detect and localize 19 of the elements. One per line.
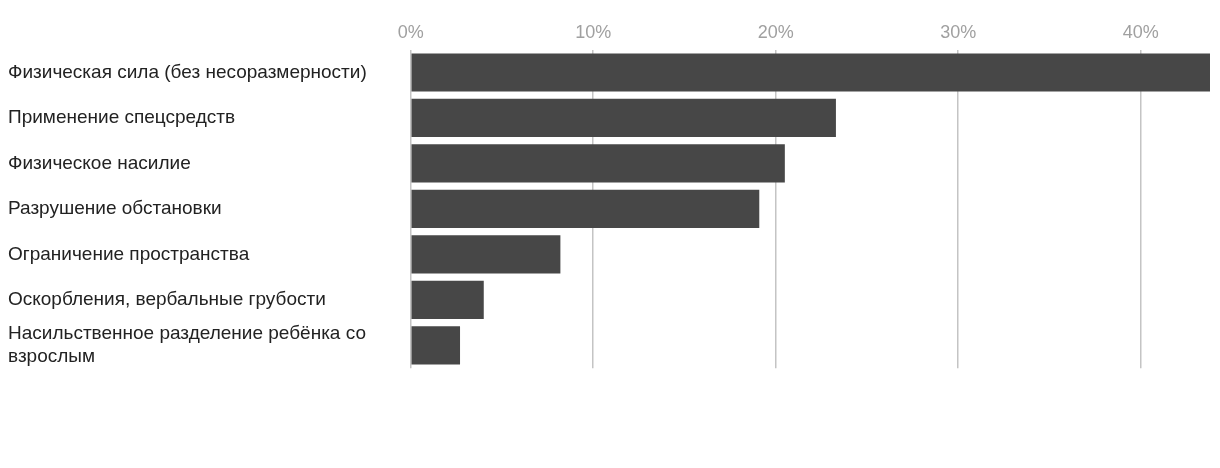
x-tick-label: 40% (1122, 21, 1159, 42)
bar (411, 53, 1210, 92)
y-tick-label: Насильственное разделение ребёнка со взрослым (8, 321, 366, 367)
bar (411, 98, 836, 138)
y-tick-label: Оскорбления, вербальные грубости (8, 288, 326, 310)
bar (411, 326, 461, 365)
y-tick-label: Ограничение пространства (8, 242, 250, 264)
bar (411, 189, 760, 229)
y-tick-label: Применение спецсредств (8, 106, 236, 128)
bar (411, 144, 785, 183)
y-tick-label: Разрушение обстановки (8, 197, 222, 219)
x-tick-label: 10% (575, 21, 612, 42)
bar (411, 235, 561, 274)
x-tick-label: 20% (757, 21, 794, 42)
x-tick-label: 0% (397, 21, 424, 42)
y-tick-label: Физическая сила (без несоразмерности) (8, 60, 367, 82)
bar (411, 280, 484, 319)
y-tick-label: Физическое насилие (8, 151, 191, 173)
x-tick-label: 30% (940, 21, 977, 42)
